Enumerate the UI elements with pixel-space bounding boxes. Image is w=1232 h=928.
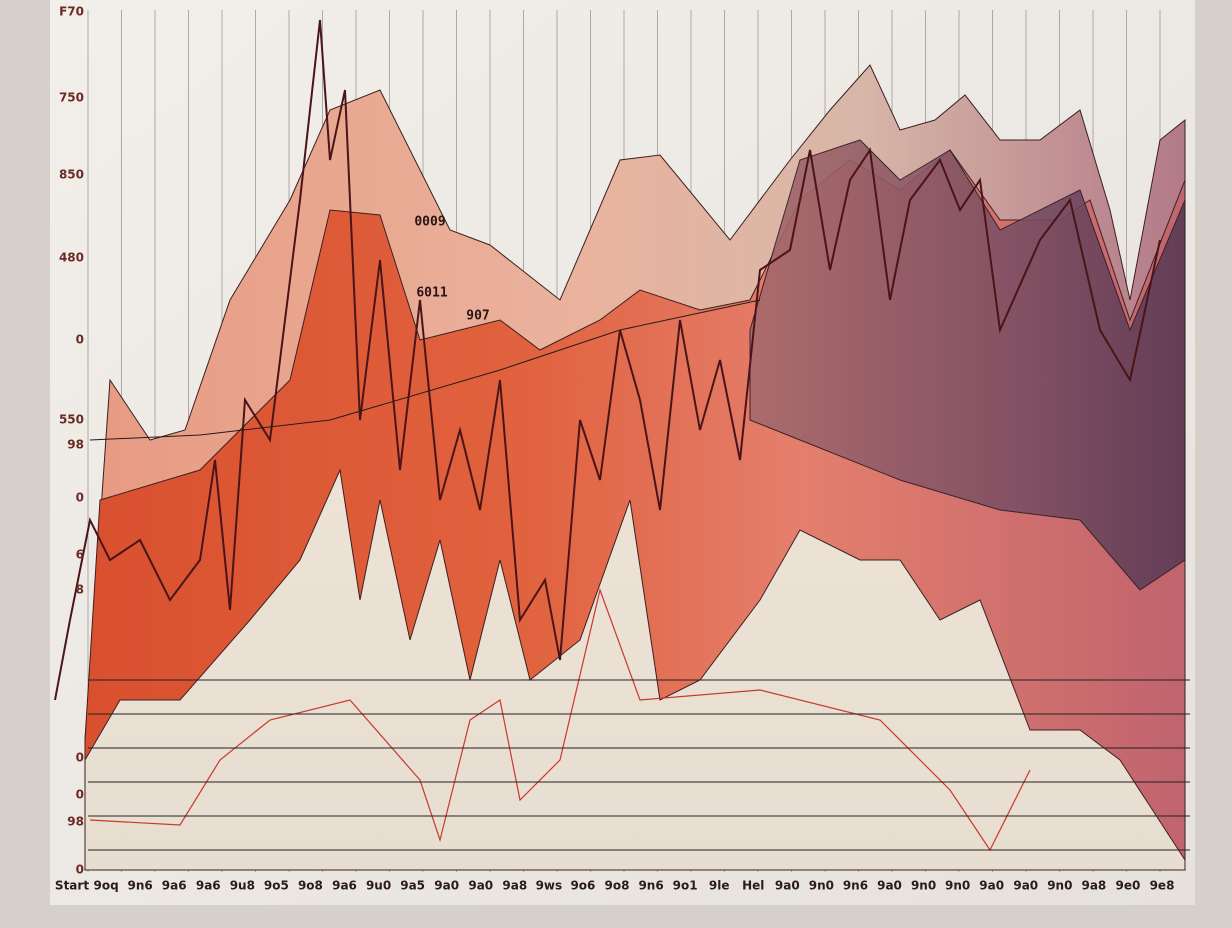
thin-line [89, 299, 761, 441]
y-label: 98 [67, 438, 84, 452]
y-label: 750 [59, 91, 84, 105]
x-label: 9a6 [162, 879, 187, 893]
x-label: 9o8 [605, 879, 630, 893]
x-label: Hel [742, 879, 764, 893]
x-label: 9u8 [230, 879, 255, 893]
annotation: 907 [466, 309, 489, 324]
y-label: 0 [76, 491, 84, 505]
x-label: 9e8 [1150, 879, 1175, 893]
x-label: 9n6 [638, 879, 663, 893]
x-label: 9o6 [570, 879, 595, 893]
x-label: 9n0 [1047, 879, 1072, 893]
x-label: 9a0 [877, 879, 902, 893]
x-label: 9n0 [911, 879, 936, 893]
x-label: 9n0 [809, 879, 834, 893]
annotation: 0009 [414, 215, 445, 230]
spike-line [54, 19, 1161, 701]
red-trace [89, 587, 1031, 852]
labels: F70 750 850 480 0 550 98 0 6 8 0 0 98 0 Start 9oq 9n6 9a6… [55, 5, 1174, 893]
annotation: 6011 [416, 286, 447, 301]
x-label: 9u0 [366, 879, 391, 893]
x-label: 9oq [93, 879, 118, 893]
x-label: 9o5 [264, 879, 289, 893]
y-label: 850 [59, 168, 84, 182]
x-label: 9a0 [1013, 879, 1038, 893]
y-label: 98 [67, 815, 84, 829]
x-label: 9o1 [673, 879, 698, 893]
y-label: 480 [59, 251, 84, 265]
purple-layer [749, 139, 1186, 591]
x-label: 9a5 [400, 879, 425, 893]
x-label: 9a6 [196, 879, 221, 893]
x-label: 9a6 [332, 879, 357, 893]
y-label: 550 [59, 413, 84, 427]
y-label: 0 [76, 788, 84, 802]
y-label: 0 [76, 333, 84, 347]
y-label: 8 [76, 583, 84, 597]
x-label: 9n6 [128, 879, 153, 893]
x-label: 9a0 [434, 879, 459, 893]
y-label: F70 [59, 5, 84, 19]
x-label: 9o8 [298, 879, 323, 893]
x-label: 9a0 [775, 879, 800, 893]
x-label: Start [55, 879, 89, 893]
x-label: 9ws [536, 879, 563, 893]
y-label: 6 [76, 548, 84, 562]
x-label: 9a8 [502, 879, 527, 893]
x-label: 9a0 [468, 879, 493, 893]
grid [88, 679, 1190, 851]
x-label: 9a0 [979, 879, 1004, 893]
y-label: 0 [76, 863, 84, 877]
x-label: 9n0 [945, 879, 970, 893]
x-label: 9a8 [1081, 879, 1106, 893]
y-label: 0 [76, 751, 84, 765]
x-label: 9le [709, 879, 730, 893]
x-label: 9e0 [1116, 879, 1141, 893]
cream-layer [84, 468, 1186, 871]
x-label: 9n6 [843, 879, 868, 893]
